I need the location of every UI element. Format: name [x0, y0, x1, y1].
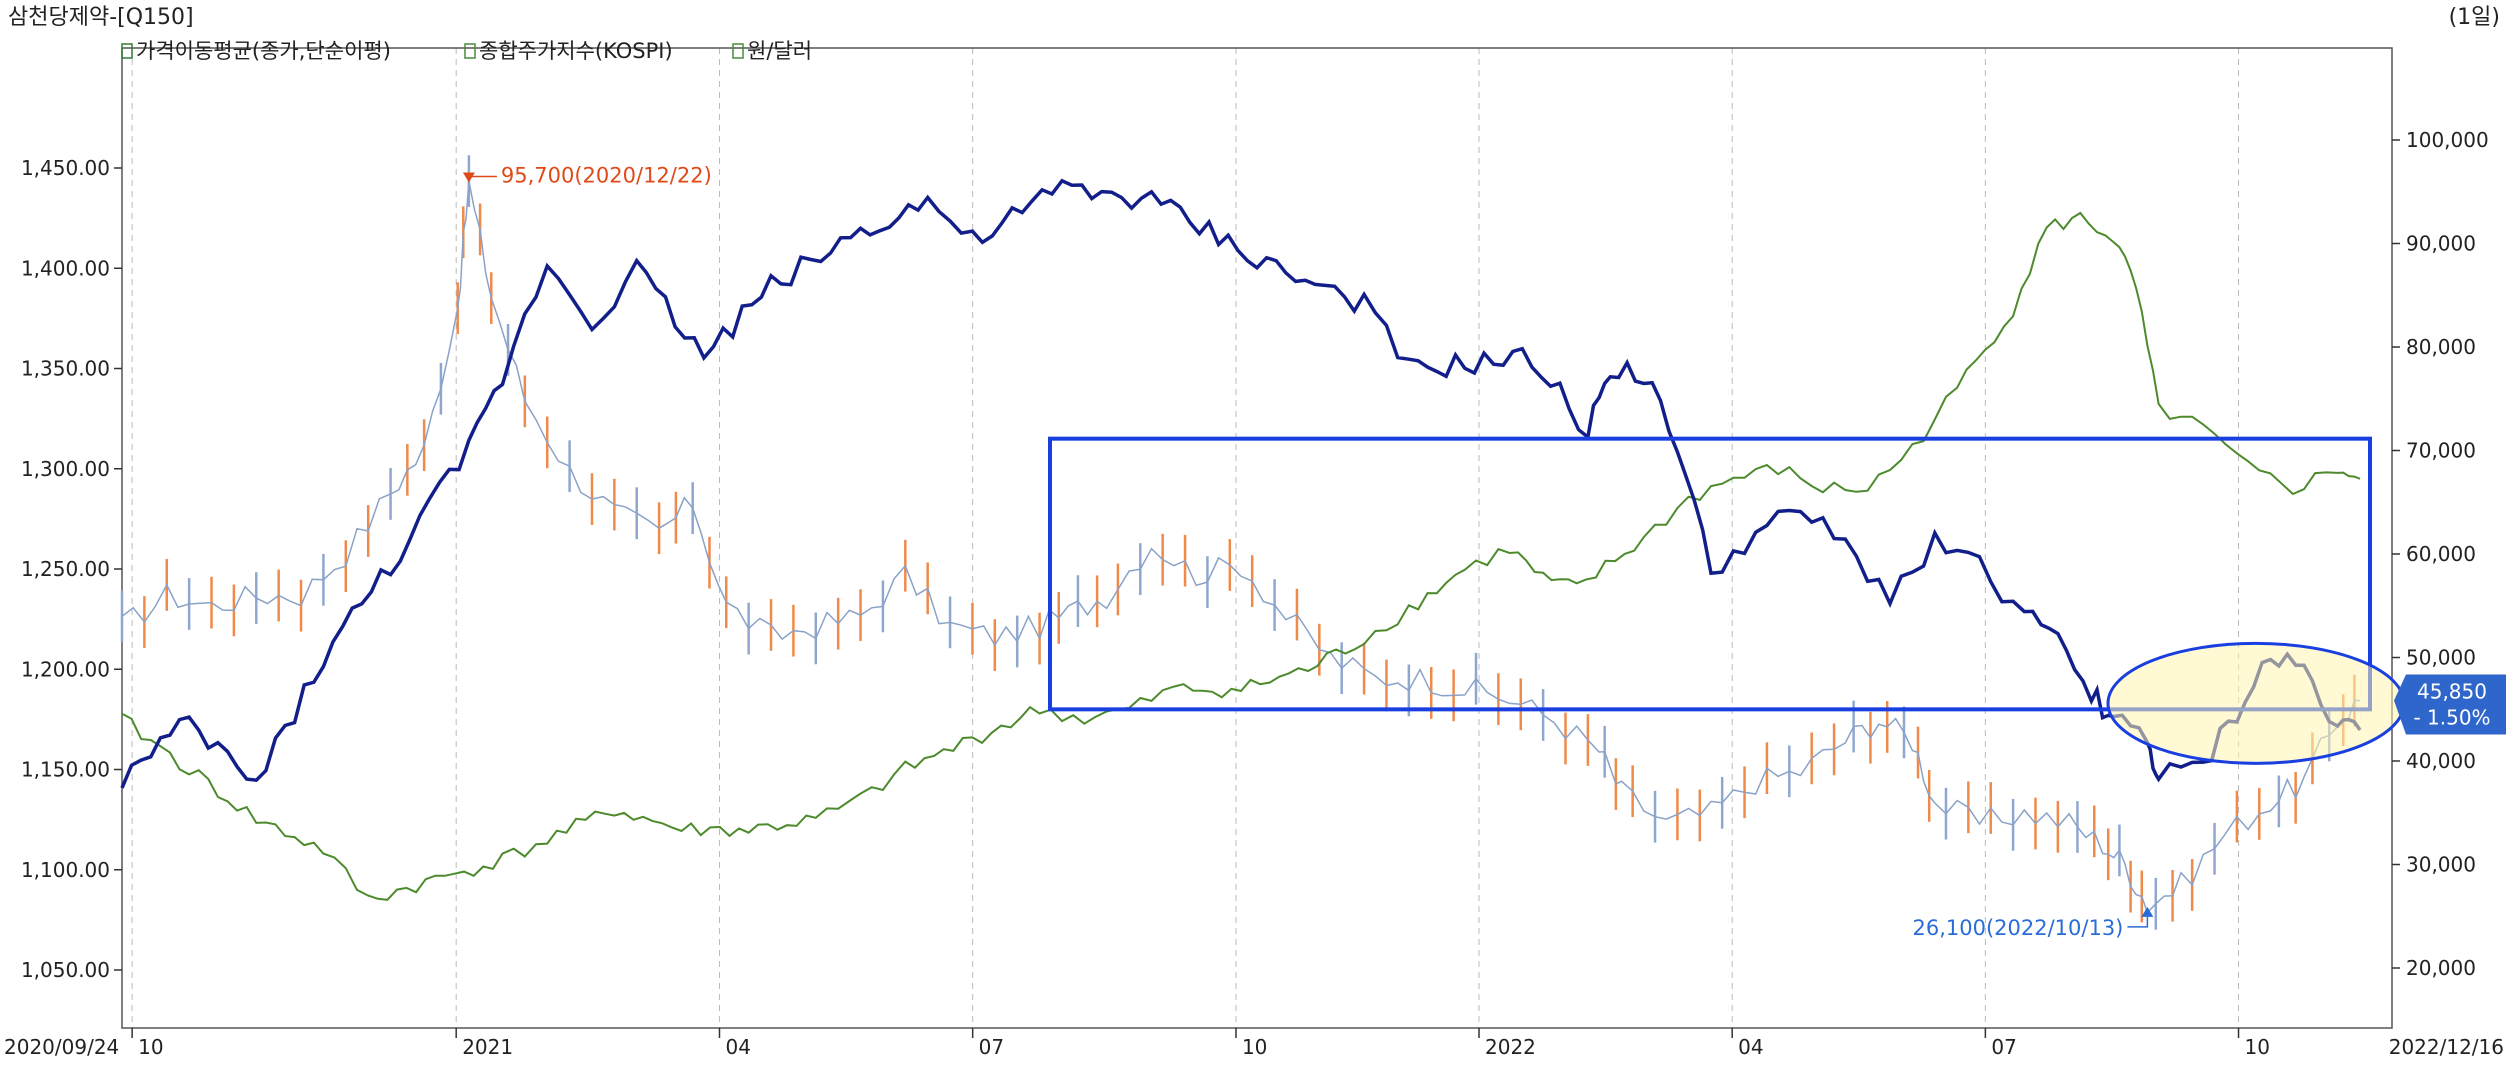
left-axis-label: 1,150.00	[21, 758, 110, 782]
x-axis-start-label: 2020/09/24	[4, 1035, 119, 1059]
left-axis-label: 1,250.00	[21, 557, 110, 581]
plot-frame	[121, 47, 2393, 1029]
right-axis-label: 80,000	[2406, 335, 2476, 359]
x-axis-end-label: 2022/12/16	[2389, 1035, 2504, 1059]
right-axis-label: 100,000	[2406, 128, 2489, 152]
x-axis-label: 2021	[462, 1035, 513, 1059]
series-line-krw-usd	[121, 211, 2361, 901]
min-annotation-label: 26,100(2022/10/13)	[1912, 916, 2123, 940]
left-axis-label: 1,350.00	[21, 357, 110, 381]
period-label: (1일)	[2449, 5, 2500, 30]
legend-swatch-2	[464, 43, 476, 59]
highlight-box	[1048, 436, 2372, 712]
series-line-kospi	[120, 178, 2362, 789]
max-annotation-marker	[462, 172, 475, 183]
left-axis-label: 1,400.00	[21, 256, 110, 280]
right-axis-label: 20,000	[2406, 956, 2476, 980]
right-axis-label: 40,000	[2406, 749, 2476, 773]
right-axis-label: 60,000	[2406, 542, 2476, 566]
x-axis-label: 2022	[1485, 1035, 1536, 1059]
legend-item-kospi[interactable]: 종합주가지수(KOSPI)	[479, 39, 673, 63]
x-axis-label: 10	[1242, 1035, 1267, 1059]
legend-swatch-3	[732, 43, 744, 59]
legend: 가격이동평균(종가,단순이평) 종합주가지수(KOSPI) 원/달러	[121, 39, 812, 63]
x-axis-label: 10	[2245, 1035, 2270, 1059]
axis-layer: 1,450.00 1,400.00 1,350.00 1,300.00 1,250.00…	[4, 128, 2504, 1059]
min-annotation-marker	[2141, 906, 2154, 917]
x-axis-label: 04	[725, 1035, 750, 1059]
current-price-tag	[2394, 674, 2506, 735]
legend-swatch-1	[121, 43, 133, 59]
grid	[131, 48, 2240, 1028]
legend-item-moving-average[interactable]: 가격이동평균(종가,단순이평)	[136, 39, 391, 63]
right-axis-label: 50,000	[2406, 646, 2476, 670]
min-annotation-leader	[2127, 912, 2149, 928]
max-annotation-label: 95,700(2020/12/22)	[501, 164, 712, 188]
series-line-moving-average	[121, 180, 2360, 915]
left-axis-label: 1,100.00	[21, 858, 110, 882]
left-axis-label: 1,050.00	[21, 958, 110, 982]
highlight-ellipse	[2106, 641, 2406, 765]
left-axis-label: 1,300.00	[21, 457, 110, 481]
x-axis-label: 07	[1991, 1035, 2016, 1059]
right-axis-label: 90,000	[2406, 232, 2476, 256]
left-axis-label: 1,450.00	[21, 156, 110, 180]
chart-title: 삼천당제약-[Q150]	[8, 5, 194, 30]
right-axis-label: 70,000	[2406, 439, 2476, 463]
x-axis-label: 07	[979, 1035, 1004, 1059]
legend-item-krw-usd[interactable]: 원/달러	[747, 39, 812, 63]
right-axis-label: 30,000	[2406, 853, 2476, 877]
overlay-layer: 95,700(2020/12/22) 26,100(2022/10/13) 45,8…	[462, 164, 2506, 940]
x-axis-label: 04	[1738, 1035, 1763, 1059]
current-price-value: 45,850	[2417, 679, 2487, 703]
x-axis-label: 10	[138, 1035, 163, 1059]
current-price-change: - 1.50%	[2413, 705, 2490, 729]
left-axis-label: 1,200.00	[21, 657, 110, 681]
